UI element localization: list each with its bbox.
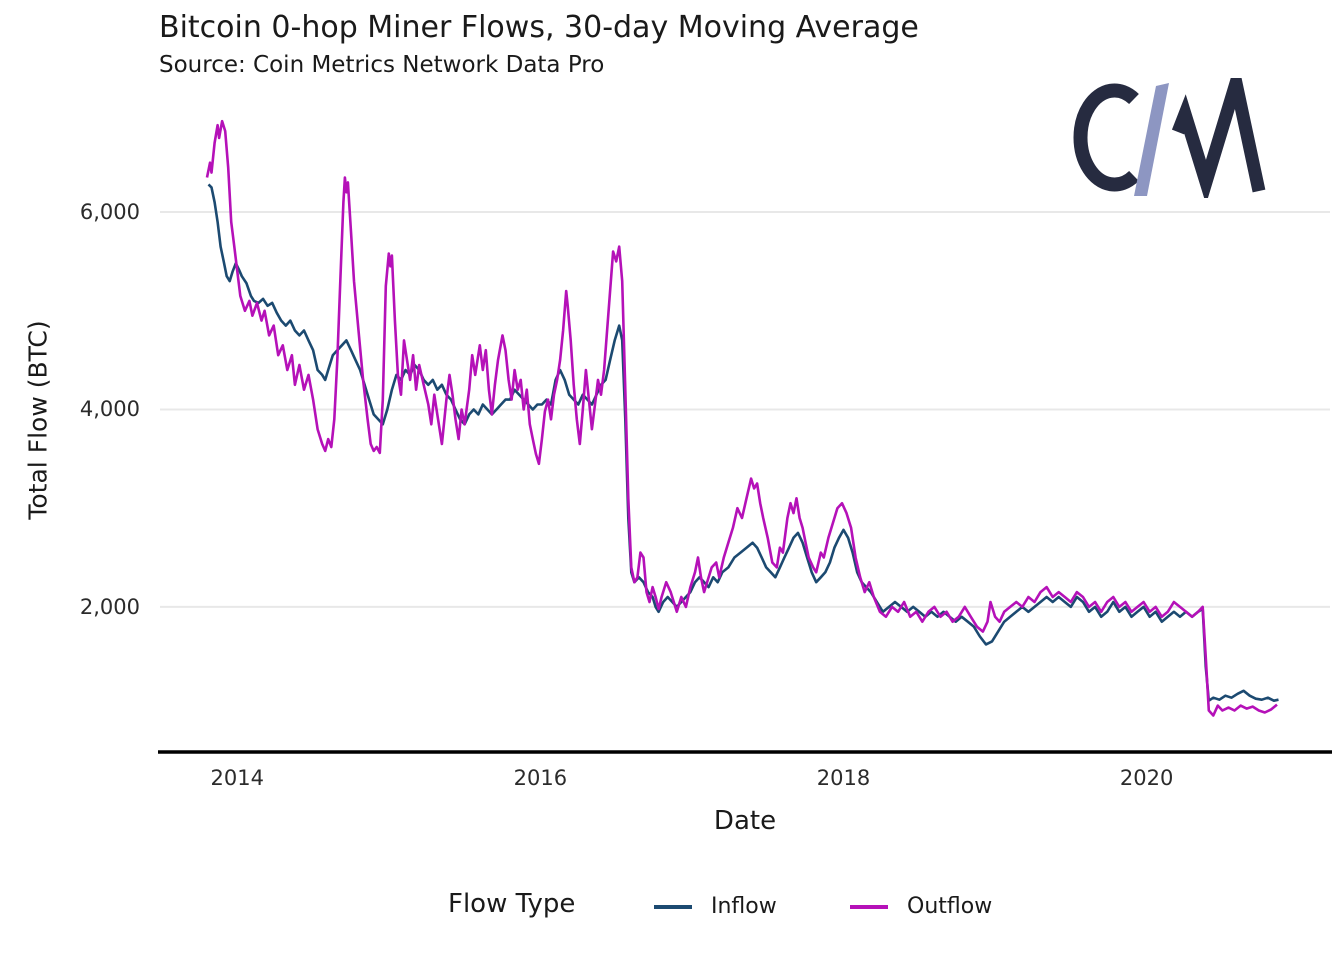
x-axis-title: Date <box>713 806 777 836</box>
legend-label-inflow: Inflow <box>711 894 777 919</box>
inflow-legend-swatch <box>654 905 692 909</box>
y-tick-4000: 4,000 <box>79 397 140 422</box>
x-tick-2020: 2020 <box>1119 766 1174 790</box>
y-tick-2000: 2,000 <box>79 594 140 619</box>
legend-label-outflow: Outflow <box>907 894 993 919</box>
logo-m-shape <box>1171 78 1266 198</box>
legend-title: Flow Type <box>448 889 576 919</box>
logo-c-shape <box>1073 83 1139 192</box>
x-tick-2014: 2014 <box>210 766 264 790</box>
x-tick-2018: 2018 <box>816 766 871 790</box>
logo-slash-shape <box>1134 83 1169 196</box>
coin-metrics-logo-icon <box>1073 78 1266 198</box>
y-axis-title: Total Flow (BTC) <box>23 320 53 520</box>
y-tick-6000: 6,000 <box>79 200 140 225</box>
page-title: Bitcoin 0-hop Miner Flows, 30-day Moving… <box>159 10 919 45</box>
x-tick-2016: 2016 <box>513 766 568 790</box>
outflow-legend-swatch <box>850 905 888 909</box>
chart-subtitle: Source: Coin Metrics Network Data Pro <box>159 52 605 78</box>
